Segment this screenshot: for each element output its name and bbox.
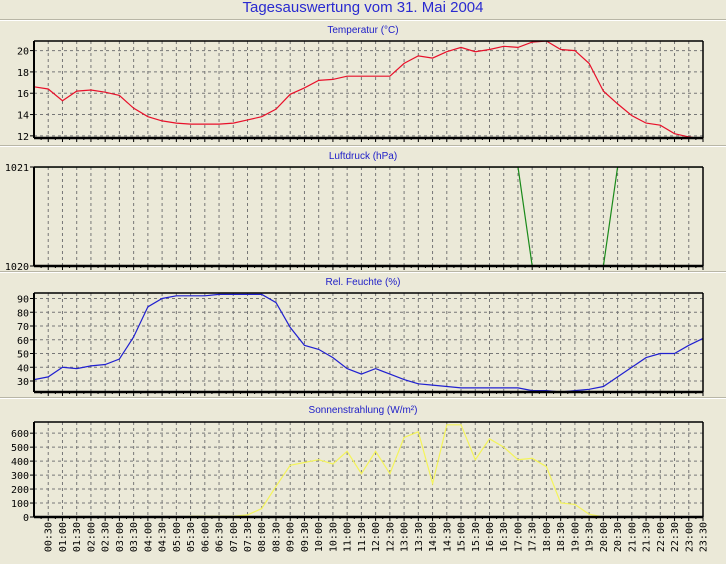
divider [0, 19, 726, 21]
y-tick-label: 400 [11, 457, 29, 468]
y-tick-label: 18 [17, 68, 29, 79]
x-tick-label: 11:00 [343, 522, 354, 552]
x-tick-label: 04:30 [158, 522, 169, 552]
x-tick-label: 19:30 [585, 522, 596, 552]
chart-temperature: 12 14 16 18 20 [17, 40, 704, 143]
x-tick-label: 10:30 [328, 522, 339, 552]
y-tick-label: 600 [11, 429, 29, 440]
x-tick-label: 03:00 [115, 522, 126, 552]
x-tick-label: 00:30 [44, 522, 55, 552]
y-tick-label: 50 [17, 350, 29, 361]
x-tick-label: 20:30 [613, 522, 624, 552]
x-tick-label: 06:30 [215, 522, 226, 552]
series-line-humidity [34, 293, 703, 392]
x-tick-label: 22:30 [670, 522, 681, 552]
y-tick-label: 200 [11, 485, 29, 496]
page-title: Tagesauswertung vom 31. Mai 2004 [242, 0, 484, 16]
y-tick-label: 12 [17, 132, 29, 143]
y-tick-label: 1020 [5, 262, 29, 273]
chart-title-temperature: Temperatur (°C) [327, 25, 399, 36]
y-tick-label: 30 [17, 377, 29, 388]
chart-title-pressure: Luftdruck (hPa) [328, 151, 398, 162]
y-tick-label: 90 [17, 295, 29, 306]
x-tick-label: 02:00 [86, 522, 97, 552]
x-tick-label: 17:30 [528, 522, 539, 552]
x-tick-label: 12:00 [371, 522, 382, 552]
x-tick-label: 06:00 [200, 522, 211, 552]
x-tick-label: 18:30 [556, 522, 567, 552]
x-tick-label: 13:30 [414, 522, 425, 552]
y-tick-label: 14 [17, 111, 29, 122]
y-tick-label: 60 [17, 336, 29, 347]
y-tick-label: 500 [11, 443, 29, 454]
y-tick-label: 0 [23, 513, 29, 524]
plot-area [34, 422, 703, 517]
x-axis-labels: 00:30 01:00 01:30 02:00 02:30 03:00 03:30 04:00… [44, 522, 710, 552]
x-tick-label: 16:00 [485, 522, 496, 552]
x-tick-label: 21:00 [627, 522, 638, 552]
plot-area [34, 167, 703, 266]
x-tick-label: 13:00 [400, 522, 411, 552]
series-line-temperature [34, 41, 700, 138]
x-tick-label: 09:00 [286, 522, 297, 552]
x-tick-label: 22:00 [656, 522, 667, 552]
x-tick-label: 07:00 [229, 522, 240, 552]
x-tick-label: 14:00 [428, 522, 439, 552]
x-tick-label: 04:00 [143, 522, 154, 552]
y-tick-label: 16 [17, 89, 29, 100]
x-tick-label: 18:00 [542, 522, 553, 552]
chart-humidity: 30 40 50 60 70 80 90 [17, 292, 704, 396]
x-tick-label: 15:00 [457, 522, 468, 552]
chart-title-solar: Sonnenstrahlung (W/m²) [308, 405, 418, 416]
divider [0, 145, 726, 147]
x-tick-label: 15:30 [471, 522, 482, 552]
y-tick-label: 20 [17, 47, 29, 58]
x-tick-label: 01:30 [72, 522, 83, 552]
x-tick-label: 08:30 [271, 522, 282, 552]
x-tick-label: 23:30 [699, 522, 710, 552]
x-tick-label: 10:00 [314, 522, 325, 552]
x-tick-label: 09:30 [300, 522, 311, 552]
y-tick-label: 80 [17, 308, 29, 319]
x-tick-label: 12:30 [385, 522, 396, 552]
x-tick-label: 02:30 [101, 522, 112, 552]
x-tick-label: 21:30 [642, 522, 653, 552]
series-line-solar [34, 424, 703, 517]
y-tick-label: 100 [11, 499, 29, 510]
x-tick-label: 11:30 [357, 522, 368, 552]
x-tick-label: 07:30 [243, 522, 254, 552]
x-tick-label: 17:00 [513, 522, 524, 552]
y-tick-label: 300 [11, 471, 29, 482]
chart-pressure: 1020 1021 [5, 163, 704, 273]
x-tick-label: 05:00 [172, 522, 183, 552]
x-tick-label: 19:00 [570, 522, 581, 552]
divider [0, 271, 726, 273]
plot-area [34, 293, 703, 392]
chart-solar: 0 100 200 300 400 500 600 [11, 421, 704, 524]
y-tick-label: 1021 [5, 163, 29, 174]
x-tick-label: 14:30 [442, 522, 453, 552]
divider [0, 397, 726, 399]
x-tick-label: 01:00 [58, 522, 69, 552]
x-tick-label: 20:00 [599, 522, 610, 552]
x-tick-label: 08:00 [257, 522, 268, 552]
chart-title-humidity: Rel. Feuchte (%) [325, 277, 401, 288]
x-tick-label: 23:00 [684, 522, 695, 552]
y-tick-label: 40 [17, 363, 29, 374]
x-tick-label: 16:30 [499, 522, 510, 552]
x-tick-label: 03:30 [129, 522, 140, 552]
y-tick-label: 70 [17, 322, 29, 333]
plot-area [34, 41, 703, 138]
x-tick-label: 05:30 [186, 522, 197, 552]
